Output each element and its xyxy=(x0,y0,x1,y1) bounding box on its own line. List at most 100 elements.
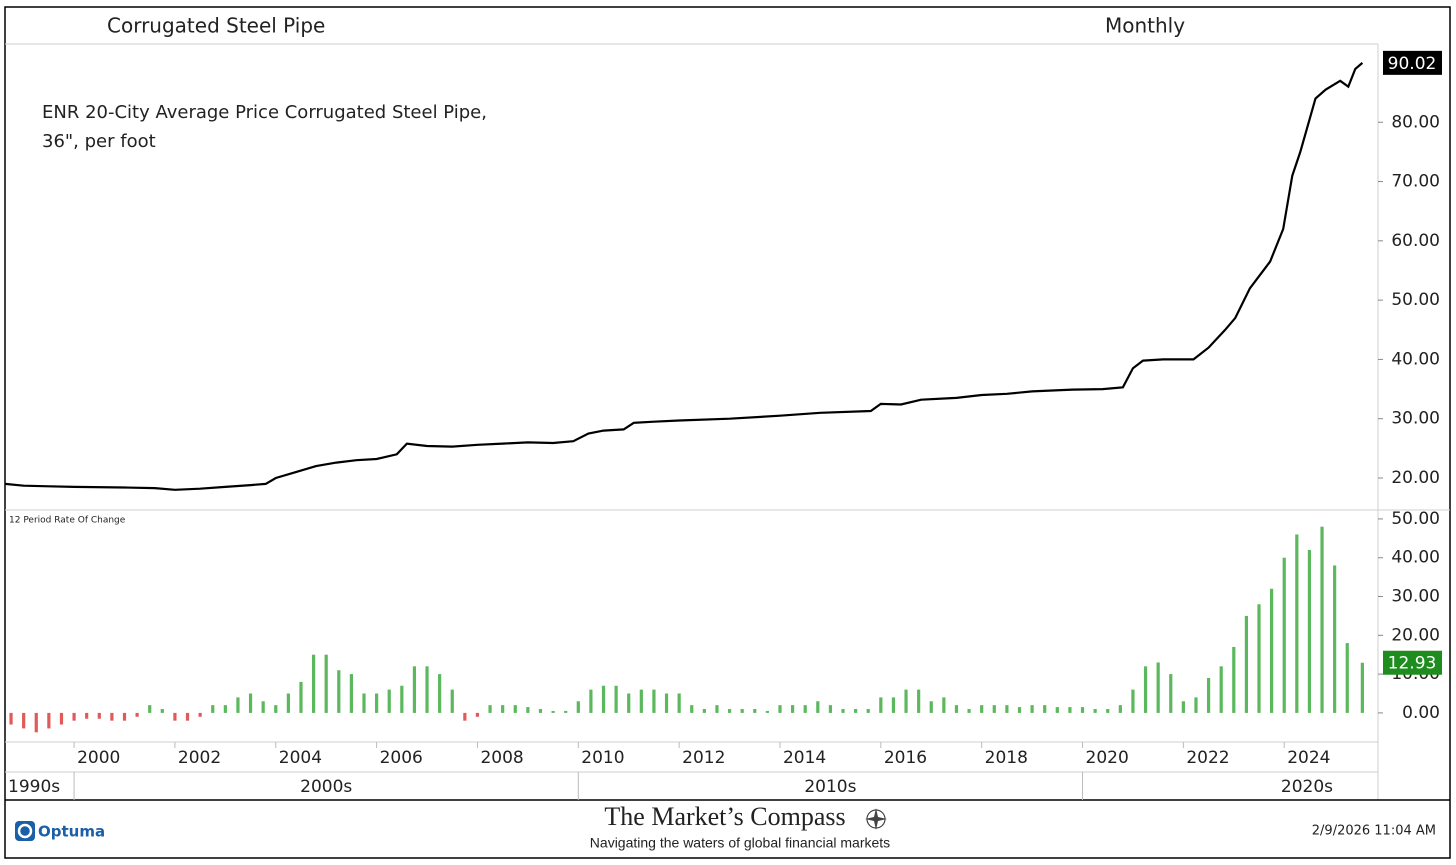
roc-bar xyxy=(47,712,51,729)
roc-bar xyxy=(438,674,442,713)
roc-bar xyxy=(790,705,795,713)
roc-bar xyxy=(1106,709,1110,713)
brand-logo-ring xyxy=(17,823,33,839)
roc-bar xyxy=(753,709,757,713)
roc-bar xyxy=(828,705,833,713)
y-tick-label: 40.00 xyxy=(1391,349,1440,369)
chart-subtitle: Monthly xyxy=(1105,14,1185,38)
x-tick-label: 2002 xyxy=(178,748,221,768)
roc-bar xyxy=(198,712,202,717)
roc-bar xyxy=(248,693,253,713)
roc-bar xyxy=(929,701,933,713)
roc-bar xyxy=(1219,666,1223,713)
roc-bar xyxy=(1270,588,1274,713)
roc-bar xyxy=(1118,705,1122,713)
roc-bar xyxy=(261,701,265,713)
roc-bar xyxy=(501,705,505,713)
roc-bar xyxy=(211,705,215,713)
y-tick-label: 50.00 xyxy=(1391,290,1440,310)
roc-bar xyxy=(740,709,744,713)
x-tick-label: 2006 xyxy=(380,748,423,768)
roc-bar xyxy=(513,705,517,713)
roc-bar xyxy=(122,712,127,721)
roc-bar xyxy=(299,681,303,713)
roc-bar xyxy=(160,709,164,713)
roc-bar xyxy=(702,709,706,713)
roc-bar xyxy=(854,709,858,713)
roc-bar xyxy=(110,712,114,721)
roc-bar xyxy=(1156,662,1160,713)
roc-bar xyxy=(652,689,656,713)
roc-bar xyxy=(362,693,366,713)
roc-bar xyxy=(879,697,883,713)
roc-bar xyxy=(601,685,606,713)
roc-bar xyxy=(1181,701,1185,713)
roc-bar xyxy=(475,712,480,717)
x-tick-label: 2012 xyxy=(682,748,725,768)
roc-bar xyxy=(967,709,971,713)
roc-bar xyxy=(841,709,845,713)
roc-bar xyxy=(1320,526,1324,713)
decade-label: 2010s xyxy=(804,777,856,797)
y-tick-label: 20.00 xyxy=(1391,468,1440,488)
roc-bar xyxy=(1206,677,1211,713)
x-tick-label: 2022 xyxy=(1186,748,1229,768)
roc-bar xyxy=(1232,646,1236,713)
roc-bar xyxy=(917,689,921,713)
roc-bar xyxy=(22,712,26,729)
decade-label: 2000s xyxy=(300,777,352,797)
roc-bar xyxy=(286,693,290,713)
roc-bar xyxy=(765,710,769,713)
roc-bar xyxy=(1257,604,1261,713)
plot-area xyxy=(5,62,1364,491)
roc-bar xyxy=(664,693,669,713)
last-value-box xyxy=(1383,650,1442,675)
y-tick-label: 50.00 xyxy=(1391,509,1440,529)
roc-bar xyxy=(538,709,543,713)
roc-bar xyxy=(576,701,580,713)
roc-bar xyxy=(677,693,681,713)
x-tick-label: 2024 xyxy=(1287,748,1330,768)
roc-bar xyxy=(34,712,38,733)
brand-name: Optuma xyxy=(38,823,105,841)
roc-bar xyxy=(274,705,278,713)
roc-bar xyxy=(1030,705,1034,713)
decade-label: 2020s xyxy=(1281,777,1333,797)
roc-bar xyxy=(551,710,555,713)
roc-bar xyxy=(992,705,996,713)
roc-bar xyxy=(400,685,404,713)
roc-bar xyxy=(891,697,896,713)
x-tick-label: 2004 xyxy=(279,748,322,768)
roc-bar xyxy=(311,654,316,713)
roc-bar xyxy=(639,689,643,713)
roc-bar xyxy=(173,712,177,721)
footer: Optuma The Market’s Compass Navigating t… xyxy=(15,802,1436,851)
x-tick-label: 2018 xyxy=(985,748,1028,768)
roc-bar xyxy=(450,689,454,713)
roc-bar xyxy=(1295,534,1299,713)
roc-bar xyxy=(690,705,694,713)
roc-bar xyxy=(425,666,429,713)
price-line xyxy=(5,62,1364,491)
roc-bar xyxy=(1005,705,1009,713)
roc-bar xyxy=(375,693,379,713)
roc-bar xyxy=(1169,674,1173,713)
roc-bar xyxy=(866,709,870,713)
roc-bar xyxy=(942,697,946,713)
roc-bar xyxy=(9,712,13,725)
last-value-label: 90.02 xyxy=(1388,54,1437,74)
y-tick-label: 70.00 xyxy=(1391,172,1440,192)
roc-bar xyxy=(463,712,467,721)
roc-bar xyxy=(904,689,908,713)
roc-bar xyxy=(85,712,89,719)
roc-bar xyxy=(387,689,391,713)
y-tick-label: 0.00 xyxy=(1402,703,1440,723)
roc-bar xyxy=(236,697,240,713)
roc-bar xyxy=(627,693,631,713)
x-tick-label: 2020 xyxy=(1086,748,1129,768)
roc-bar xyxy=(1143,666,1148,713)
roc-bar xyxy=(324,654,328,713)
y-tick-label: 80.00 xyxy=(1391,112,1440,132)
roc-bar xyxy=(72,712,76,721)
